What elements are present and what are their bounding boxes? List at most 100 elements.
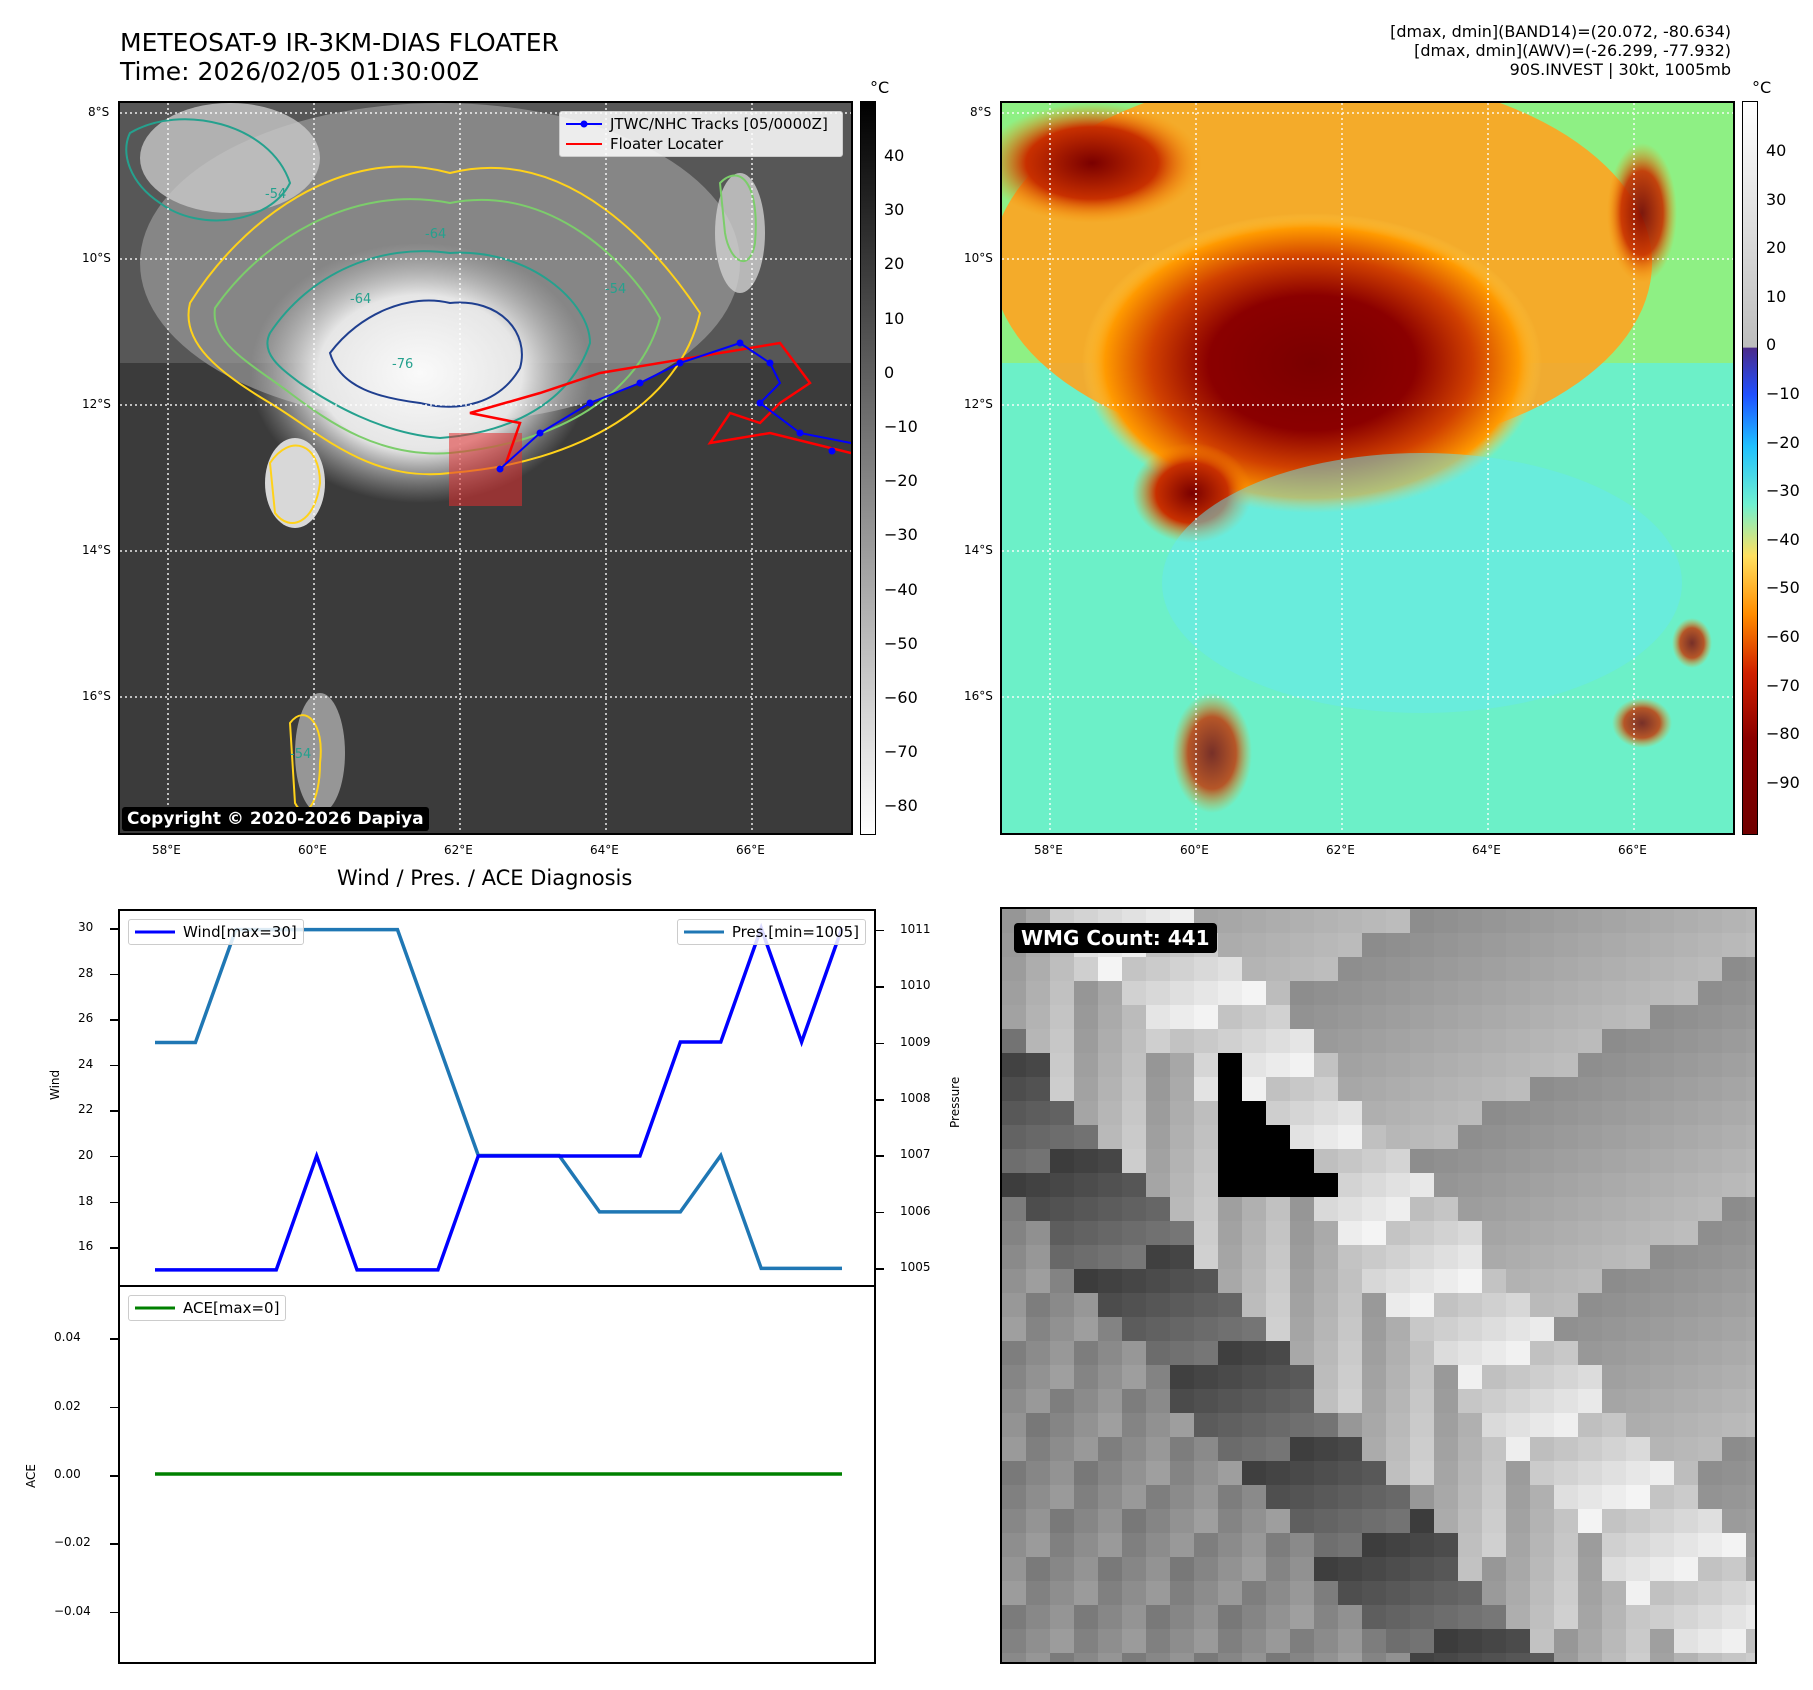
wind-tick-mark [110, 1110, 118, 1112]
wmg-cell [1146, 1221, 1170, 1245]
wmg-cell [1722, 1389, 1746, 1413]
wmg-cell [1410, 1245, 1434, 1269]
wmg-cell [1386, 1485, 1410, 1509]
wmg-cell [1458, 1341, 1482, 1365]
wind-tick-mark [110, 1019, 118, 1021]
wmg-cell [1050, 1365, 1074, 1389]
wmg-cell [1194, 1461, 1218, 1485]
wmg-cell [1698, 1005, 1722, 1029]
wmg-cell [1482, 1389, 1506, 1413]
wmg-cell [1674, 1365, 1698, 1389]
wmg-cell [1554, 1413, 1578, 1437]
wmg-cell [1458, 1485, 1482, 1509]
wmg-cell [1722, 933, 1746, 957]
colorbar-tick: −50 [884, 633, 918, 653]
wmg-cell [1530, 1365, 1554, 1389]
wmg-cell [1602, 1317, 1626, 1341]
wind-tick: 28 [78, 965, 94, 980]
wind-tick: 20 [78, 1147, 94, 1162]
wmg-cell [1674, 1509, 1698, 1533]
wmg-cell [1602, 1101, 1626, 1125]
wmg-cell [1122, 1461, 1146, 1485]
wmg-cell [1338, 1509, 1362, 1533]
wmg-cell [1410, 1077, 1434, 1101]
wmg-cell [1602, 1341, 1626, 1365]
wmg-cell [1122, 1629, 1146, 1653]
wmg-cell [1338, 1365, 1362, 1389]
wmg-cell [1722, 1485, 1746, 1509]
wmg-cell [1650, 1653, 1674, 1662]
wmg-cell [1290, 1293, 1314, 1317]
wmg-cell [1482, 1245, 1506, 1269]
wmg-cell [1650, 1581, 1674, 1605]
enhanced-map-image [1002, 103, 1733, 833]
wmg-cell [1602, 1437, 1626, 1461]
wmg-cell [1170, 1221, 1194, 1245]
wmg-cell [1218, 1605, 1242, 1629]
wmg-cell [1050, 1341, 1074, 1365]
wmg-cell [1530, 1557, 1554, 1581]
wmg-cell [1074, 1605, 1098, 1629]
wmg-cell [1002, 1437, 1026, 1461]
colorbar-tick: 10 [884, 308, 905, 328]
wmg-cell [1626, 1101, 1650, 1125]
wmg-cell [1050, 1557, 1074, 1581]
wmg-cell [1122, 1149, 1146, 1173]
wmg-cell [1290, 909, 1314, 933]
wmg-cell [1098, 1533, 1122, 1557]
wmg-cell [1746, 1341, 1755, 1365]
wmg-cell [1506, 1581, 1530, 1605]
colorbar-tick: −80 [1766, 724, 1800, 744]
wmg-cell [1722, 1629, 1746, 1653]
wmg-cell [1506, 1413, 1530, 1437]
wmg-cell [1458, 1509, 1482, 1533]
wmg-cell [1674, 1317, 1698, 1341]
wmg-cell [1530, 1149, 1554, 1173]
wmg-cell [1050, 1461, 1074, 1485]
wmg-cell [1530, 1317, 1554, 1341]
wmg-cell [1434, 1485, 1458, 1509]
wmg-cell [1410, 1149, 1434, 1173]
wmg-cell [1602, 1125, 1626, 1149]
wmg-cell [1218, 1077, 1242, 1101]
wmg-cell [1578, 933, 1602, 957]
wmg-cell [1434, 1293, 1458, 1317]
wmg-cell [1506, 1125, 1530, 1149]
wmg-cell [1074, 1533, 1098, 1557]
ace-tick: 0.00 [54, 1467, 81, 1481]
wmg-cell [1266, 957, 1290, 981]
pressure-axis-label: Pressure [948, 1076, 962, 1128]
wmg-cell [1722, 1053, 1746, 1077]
wmg-cell [1266, 1101, 1290, 1125]
wmg-cell [1314, 1485, 1338, 1509]
wmg-cell [1674, 1437, 1698, 1461]
wmg-cell [1506, 1317, 1530, 1341]
wmg-cell [1194, 1413, 1218, 1437]
wmg-cell [1482, 1269, 1506, 1293]
wmg-cell [1626, 909, 1650, 933]
wmg-cell [1170, 1293, 1194, 1317]
wmg-cell [1698, 1509, 1722, 1533]
wmg-cell [1722, 909, 1746, 933]
wmg-cell [1362, 1173, 1386, 1197]
wmg-cell [1338, 1653, 1362, 1662]
wmg-cell [1554, 1149, 1578, 1173]
colorbar-tick: 30 [1766, 189, 1787, 209]
wmg-cell [1386, 1605, 1410, 1629]
wmg-cell [1002, 1629, 1026, 1653]
wmg-cell [1122, 1269, 1146, 1293]
wmg-cell [1290, 1149, 1314, 1173]
wmg-cell [1722, 1005, 1746, 1029]
wmg-cell [1002, 1605, 1026, 1629]
wmg-cell [1602, 1605, 1626, 1629]
wmg-cell [1170, 1053, 1194, 1077]
wmg-cell [1170, 1149, 1194, 1173]
wmg-cell [1362, 1101, 1386, 1125]
wmg-cell [1026, 1605, 1050, 1629]
wmg-cell [1266, 1653, 1290, 1662]
wmg-cell [1410, 1485, 1434, 1509]
wind-tick-mark [110, 1201, 118, 1204]
pressure-tick-mark [876, 1042, 884, 1045]
contour-label: -54 [265, 187, 286, 202]
wmg-cell [1482, 1509, 1506, 1533]
